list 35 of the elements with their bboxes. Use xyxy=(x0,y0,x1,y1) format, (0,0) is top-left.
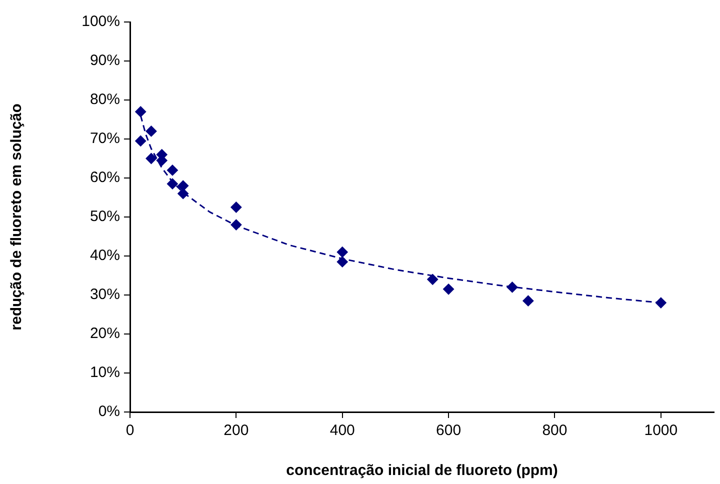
y-tick-label: 0% xyxy=(98,403,120,420)
point xyxy=(166,164,178,176)
point xyxy=(230,219,242,230)
y-axis-title: redução de fluoreto em solução xyxy=(8,104,26,330)
point xyxy=(522,295,534,306)
x-tick-label: 200 xyxy=(224,422,249,440)
x-tick-label: 400 xyxy=(330,422,355,440)
x-axis-title: concentração inicial de fluoreto (ppm) xyxy=(286,462,558,480)
y-tick-label: 100% xyxy=(82,13,120,30)
y-tick-label: 70% xyxy=(90,130,120,148)
point xyxy=(146,126,157,137)
y-tick-label: 50% xyxy=(90,208,120,226)
point xyxy=(230,202,242,213)
y-tick-label: 90% xyxy=(90,52,120,70)
x-tick-label: 1000 xyxy=(644,422,678,440)
x-tick-label: 600 xyxy=(436,422,462,440)
point xyxy=(135,106,146,118)
y-tick-label: 30% xyxy=(90,286,120,304)
x-tick-label: 0 xyxy=(126,422,134,440)
point xyxy=(427,274,438,285)
point xyxy=(506,282,518,293)
point xyxy=(336,246,348,258)
point xyxy=(135,135,146,146)
point xyxy=(443,284,454,295)
y-tick-label: 80% xyxy=(90,91,120,108)
point xyxy=(655,297,666,308)
y-tick-label: 10% xyxy=(90,364,120,382)
point xyxy=(178,188,189,200)
y-tick-label: 20% xyxy=(90,325,120,342)
y-tick-label: 60% xyxy=(90,169,120,186)
point xyxy=(166,178,178,190)
point xyxy=(336,256,348,268)
x-tick-label: 800 xyxy=(542,422,568,440)
point xyxy=(146,153,157,164)
y-tick-label: 40% xyxy=(90,247,120,264)
